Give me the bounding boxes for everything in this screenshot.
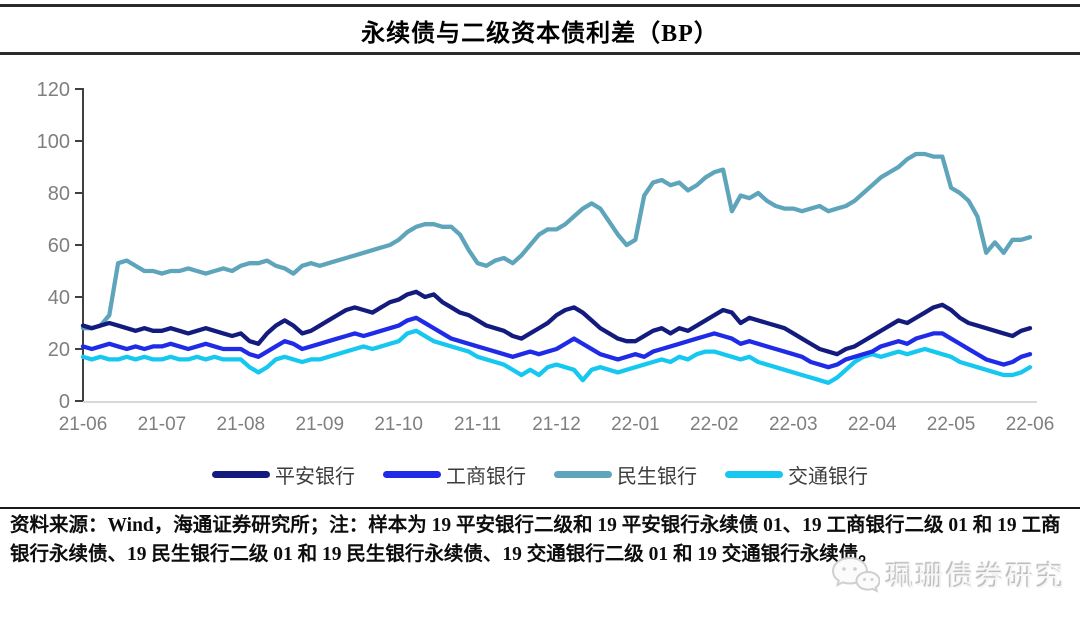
legend-label: 工商银行 <box>446 466 526 488</box>
x-axis-tick-label: 22-06 <box>1006 414 1055 435</box>
y-axis-tick-label: 60 <box>48 235 70 257</box>
chart-legend: 平安银行 工商银行 民生银行 交通银行 <box>0 460 1080 489</box>
series-line <box>80 289 1033 357</box>
legend-swatch <box>383 471 441 478</box>
x-axis-tick-label: 21-11 <box>454 414 501 435</box>
x-axis-tick-label: 22-04 <box>848 414 897 435</box>
x-axis-tick-label: 21-08 <box>217 414 266 435</box>
y-axis-tick-label: 0 <box>59 391 70 413</box>
y-axis-tick-label: 40 <box>48 287 70 309</box>
y-axis-tick-label: 120 <box>37 79 70 101</box>
legend-label: 民生银行 <box>617 466 697 488</box>
x-axis-tick-label: 22-01 <box>611 414 660 435</box>
x-axis-tick-label: 21-07 <box>138 414 187 435</box>
x-axis-tick-label: 21-09 <box>295 414 344 435</box>
legend-swatch <box>554 471 612 478</box>
top-rule <box>0 4 1080 7</box>
series-line <box>80 328 1033 385</box>
source-note: 资料来源：Wind，海通证券研究所；注：样本为 19 平安银行二级和 19 平安… <box>10 515 1061 565</box>
x-axis-tick-label: 22-02 <box>690 414 739 435</box>
legend-item: 工商银行 <box>383 460 526 489</box>
legend-item: 交通银行 <box>725 460 868 489</box>
series-line <box>80 151 1033 331</box>
legend-swatch <box>725 471 783 478</box>
legend-item: 平安银行 <box>212 460 355 489</box>
series-line <box>80 315 1033 370</box>
x-axis-tick-label: 21-12 <box>532 414 581 435</box>
legend-label: 平安银行 <box>275 466 355 488</box>
legend-label: 交通银行 <box>788 466 868 488</box>
y-axis-tick-label: 100 <box>37 131 70 153</box>
legend-item: 民生银行 <box>554 460 697 489</box>
x-axis-tick-label: 22-03 <box>769 414 818 435</box>
y-axis-tick-label: 20 <box>48 339 70 361</box>
y-axis-tick-label: 80 <box>48 183 70 205</box>
x-axis-tick-label: 21-06 <box>59 414 108 435</box>
chart-svg: 0 20 40 60 80 100 120 21-06 21-07 21-08 21-09 21-10… <box>37 79 1055 435</box>
title-bottom-rule <box>0 52 1080 55</box>
chart-title: 永续债与二级资本债利差（BP） <box>361 21 719 47</box>
x-axis-tick-label: 22-05 <box>927 414 976 435</box>
x-axis-tick-label: 21-10 <box>374 414 423 435</box>
legend-swatch <box>212 471 270 478</box>
footer-rule <box>0 507 1080 509</box>
